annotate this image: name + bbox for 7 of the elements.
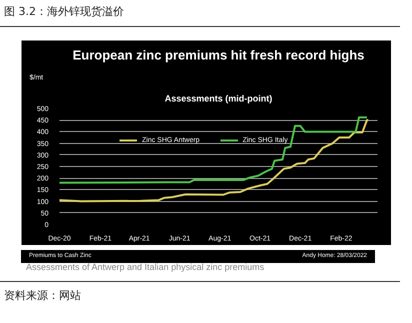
text: Assessments of Antwerp and Italian physical zinc premiums bbox=[26, 262, 264, 272]
chart-title: European zinc premiums hit fresh record highs bbox=[72, 48, 364, 62]
text: 资料来源：网站 bbox=[0, 281, 400, 304]
line-series bbox=[60, 119, 370, 202]
line-series bbox=[60, 116, 368, 184]
caption: 图 3.2：海外锌现货溢价 bbox=[0, 0, 400, 27]
chart-subtitle: Assessments (mid-point) bbox=[164, 94, 272, 104]
